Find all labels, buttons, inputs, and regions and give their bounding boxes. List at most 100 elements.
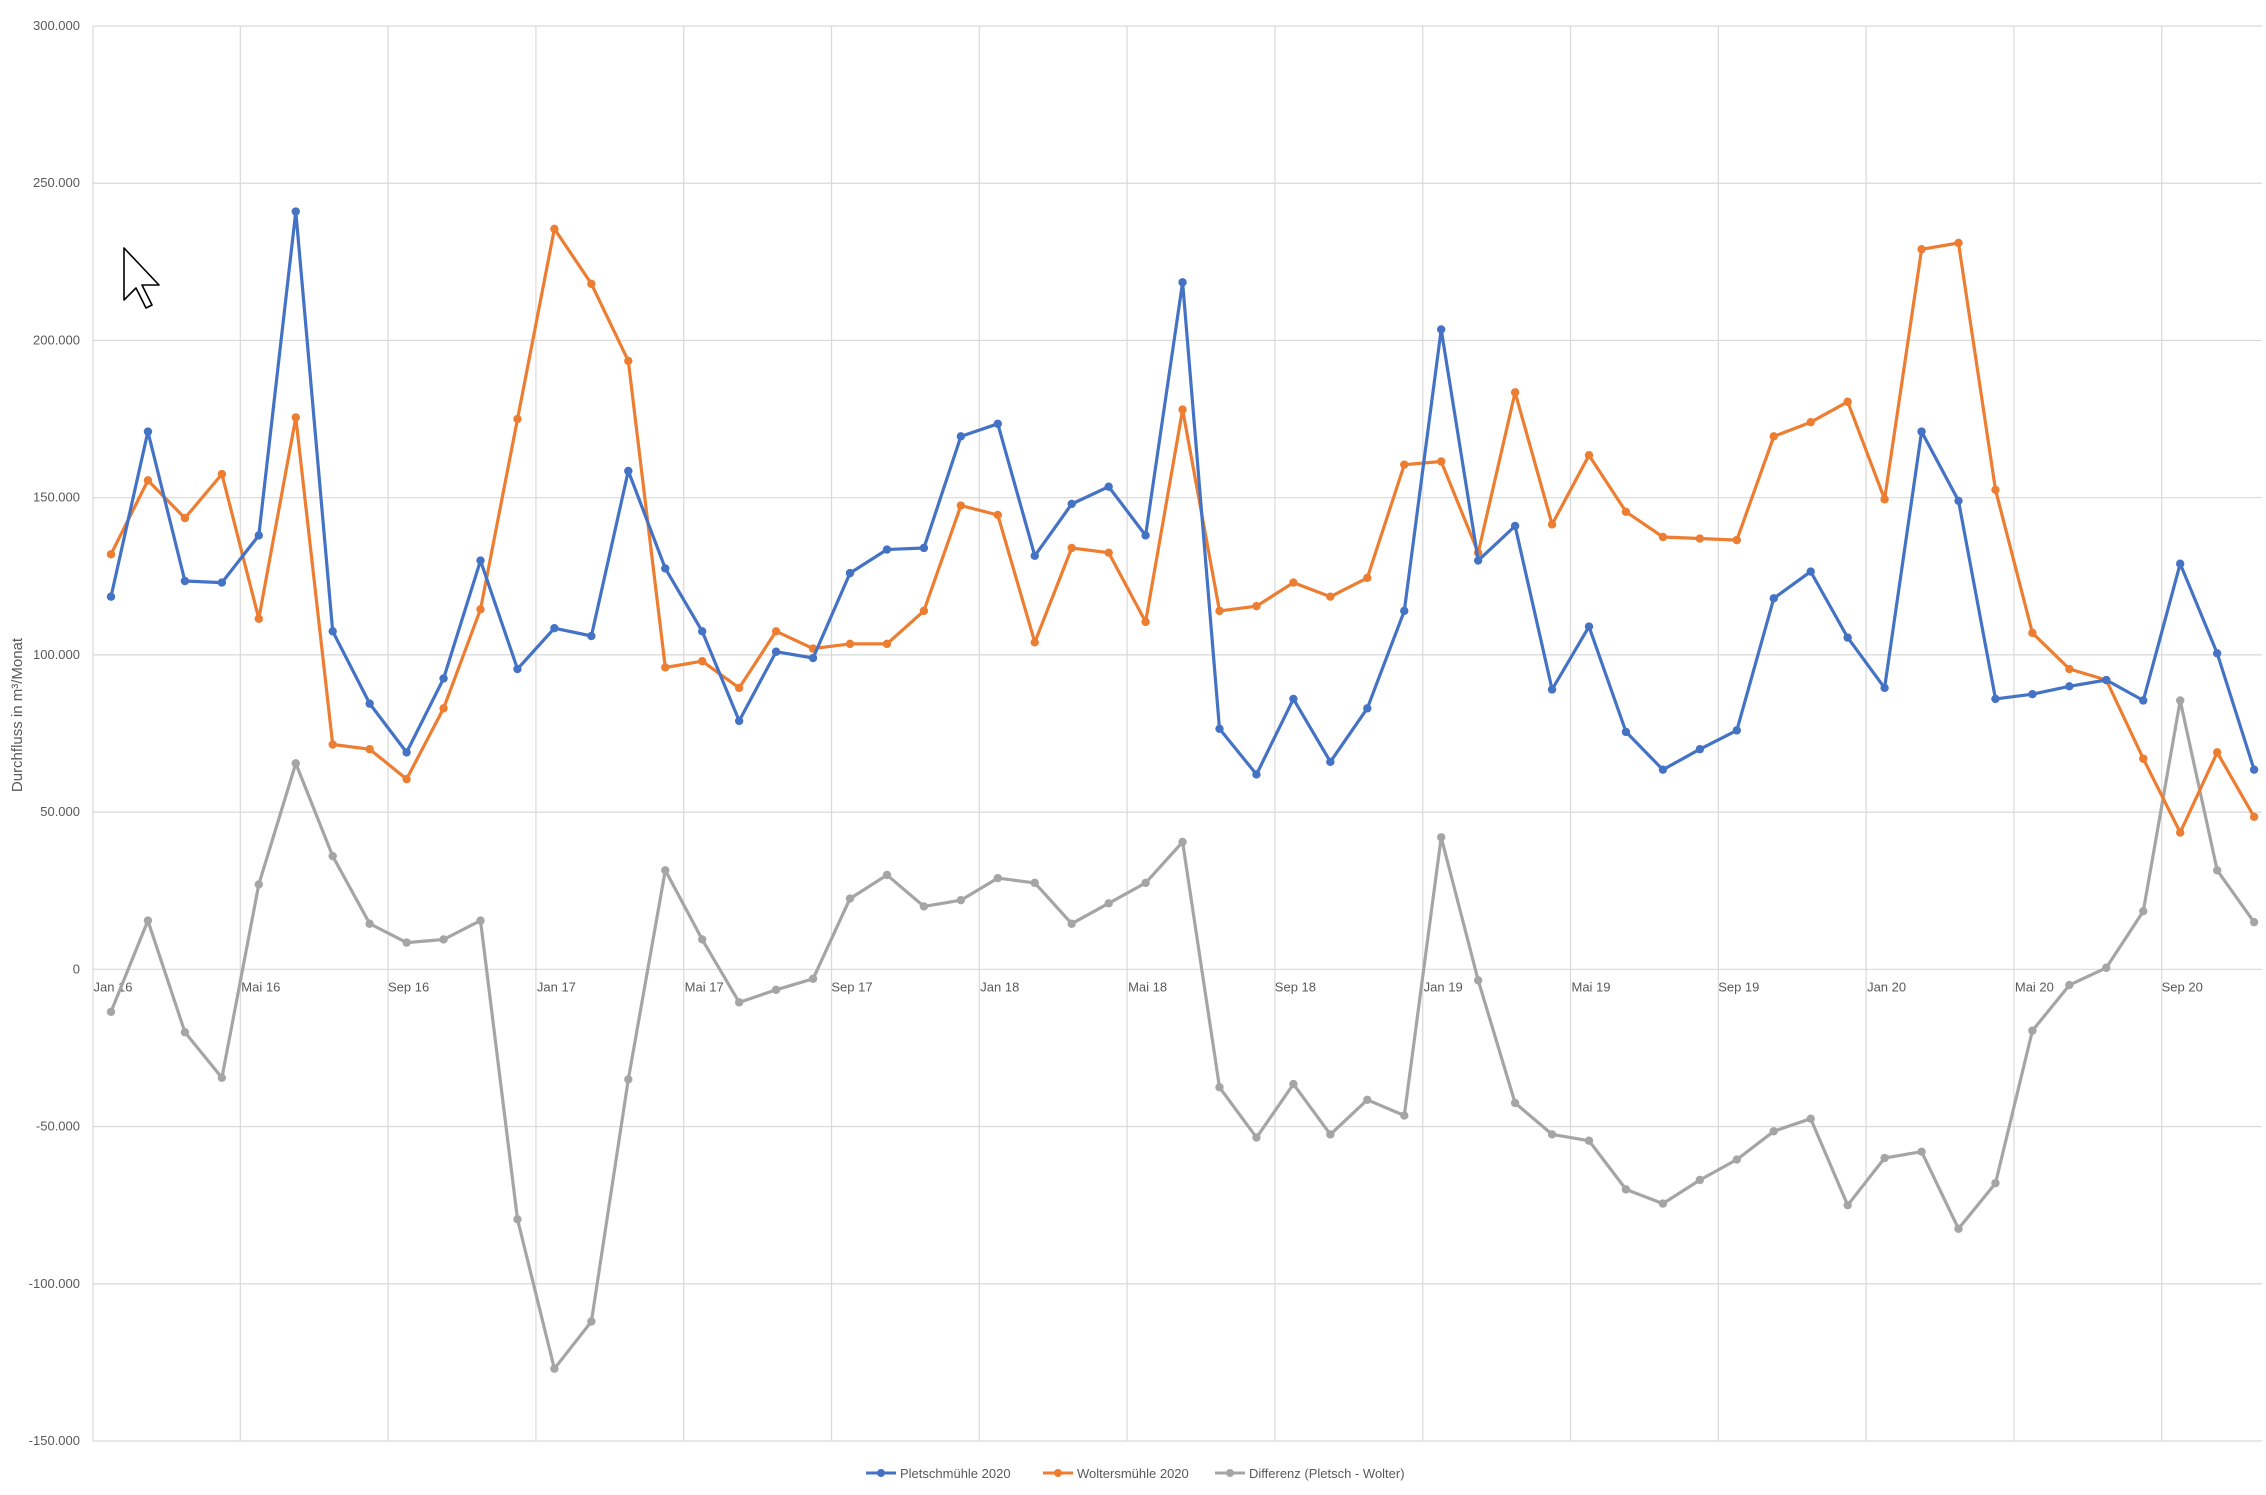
- data-point: [1400, 606, 1409, 616]
- data-point: [1954, 496, 1963, 506]
- data-point: [513, 1215, 522, 1224]
- data-point: [1252, 601, 1261, 611]
- data-point: [1695, 1175, 1705, 1185]
- y-tick-label: 50.000: [40, 804, 80, 819]
- data-point: [1437, 457, 1446, 466]
- y-axis-ticks: 300.000 250.000 200.000 150.000 100.000 50.00…: [29, 18, 80, 1448]
- data-point: [1510, 521, 1520, 531]
- data-point: [1473, 556, 1483, 565]
- x-tick-label: Jan 19: [1424, 979, 1463, 994]
- data-point: [1732, 535, 1742, 545]
- x-tick-label: Mai 20: [2015, 979, 2054, 994]
- x-axis-ticks: Jan 16 Mai 16 Sep 16 Jan 17 Mai 17 Sep 17 Jan …: [93, 979, 2202, 994]
- data-point: [1880, 1153, 1889, 1163]
- gridlines: [92, 25, 2262, 1442]
- data-point: [1030, 878, 1039, 888]
- data-point: [365, 745, 374, 754]
- data-point: [2249, 812, 2259, 822]
- data-point: [993, 419, 1002, 428]
- data-point: [106, 550, 116, 559]
- data-point: [106, 592, 116, 601]
- x-tick-label: Sep 18: [1275, 979, 1316, 994]
- data-point: [1769, 432, 1778, 441]
- x-tick-label: Jan 18: [980, 979, 1019, 994]
- data-point: [1363, 573, 1372, 583]
- y-tick-label: 300.000: [33, 18, 80, 33]
- data-point: [1732, 726, 1742, 735]
- data-point: [919, 543, 929, 553]
- data-point: [439, 704, 448, 713]
- y-tick-label: 100.000: [33, 647, 80, 662]
- data-point: [919, 606, 929, 616]
- data-point: [1806, 418, 1815, 427]
- x-tick-label: Sep 17: [831, 979, 872, 994]
- data-point: [1917, 245, 1926, 254]
- data-point: [1141, 617, 1150, 627]
- x-tick-label: Mai 17: [685, 979, 724, 994]
- data-point: [771, 627, 781, 636]
- x-tick-label: Sep 20: [2162, 979, 2203, 994]
- series-line: [109, 698, 2256, 1371]
- data-point: [1621, 1185, 1631, 1194]
- data-point: [1215, 1083, 1224, 1092]
- data-point: [217, 578, 227, 587]
- data-point: [1843, 633, 1852, 642]
- data-point: [439, 674, 448, 683]
- data-point: [845, 639, 855, 649]
- data-point: [1104, 482, 1113, 491]
- data-point: [1289, 694, 1298, 704]
- data-point: [254, 880, 263, 889]
- data-point: [1806, 567, 1815, 576]
- data-point: [1104, 899, 1113, 908]
- data-point: [1289, 1079, 1298, 1089]
- legend-label: Pletschmühle 2020: [900, 1466, 1011, 1481]
- legend-item: Differenz (Pletsch - Wolter): [1215, 1466, 1405, 1481]
- data-point: [2065, 682, 2074, 691]
- data-point: [2212, 748, 2222, 757]
- data-point: [1473, 976, 1483, 985]
- data-point: [1843, 397, 1852, 406]
- x-tick-label: Sep 16: [388, 979, 429, 994]
- legend-marker: [877, 1469, 885, 1477]
- data-point: [513, 414, 522, 424]
- data-point: [1954, 238, 1963, 248]
- legend-marker: [1226, 1469, 1234, 1477]
- y-tick-label: 250.000: [33, 175, 80, 190]
- data-point: [106, 1007, 116, 1016]
- legend-item: Woltersmühle 2020: [1043, 1466, 1189, 1481]
- data-point: [1141, 531, 1150, 540]
- data-point: [1363, 704, 1372, 713]
- data-point: [2176, 828, 2185, 837]
- x-tick-label: Mai 18: [1128, 979, 1167, 994]
- data-point: [1400, 460, 1409, 469]
- y-tick-label: -100.000: [29, 1276, 80, 1291]
- data-point: [919, 902, 929, 911]
- data-point: [1584, 451, 1594, 460]
- legend: Pletschmühle 2020 Woltersmühle 2020 Differ…: [866, 1466, 1405, 1481]
- series-line: [109, 209, 2256, 777]
- data-point: [1326, 1130, 1335, 1139]
- data-point: [993, 510, 1002, 520]
- data-point: [1104, 548, 1113, 557]
- data-point: [550, 224, 559, 234]
- data-point: [587, 279, 596, 289]
- y-tick-label: -150.000: [29, 1433, 80, 1448]
- data-point: [2139, 754, 2148, 763]
- data-point: [624, 1075, 633, 1084]
- data-point: [254, 614, 263, 623]
- data-point: [217, 1073, 227, 1083]
- data-point: [771, 985, 781, 994]
- data-point: [1991, 694, 2000, 704]
- data-point: [1954, 1224, 1963, 1233]
- data-point: [2139, 906, 2148, 916]
- data-point: [1880, 683, 1889, 693]
- data-point: [402, 938, 411, 947]
- legend-label: Woltersmühle 2020: [1077, 1466, 1189, 1481]
- data-point: [1621, 727, 1631, 737]
- data-point: [1510, 388, 1520, 397]
- data-point: [1621, 507, 1631, 517]
- data-point: [476, 605, 485, 614]
- x-tick-label: Jan 20: [1867, 979, 1906, 994]
- data-point: [2028, 1026, 2037, 1035]
